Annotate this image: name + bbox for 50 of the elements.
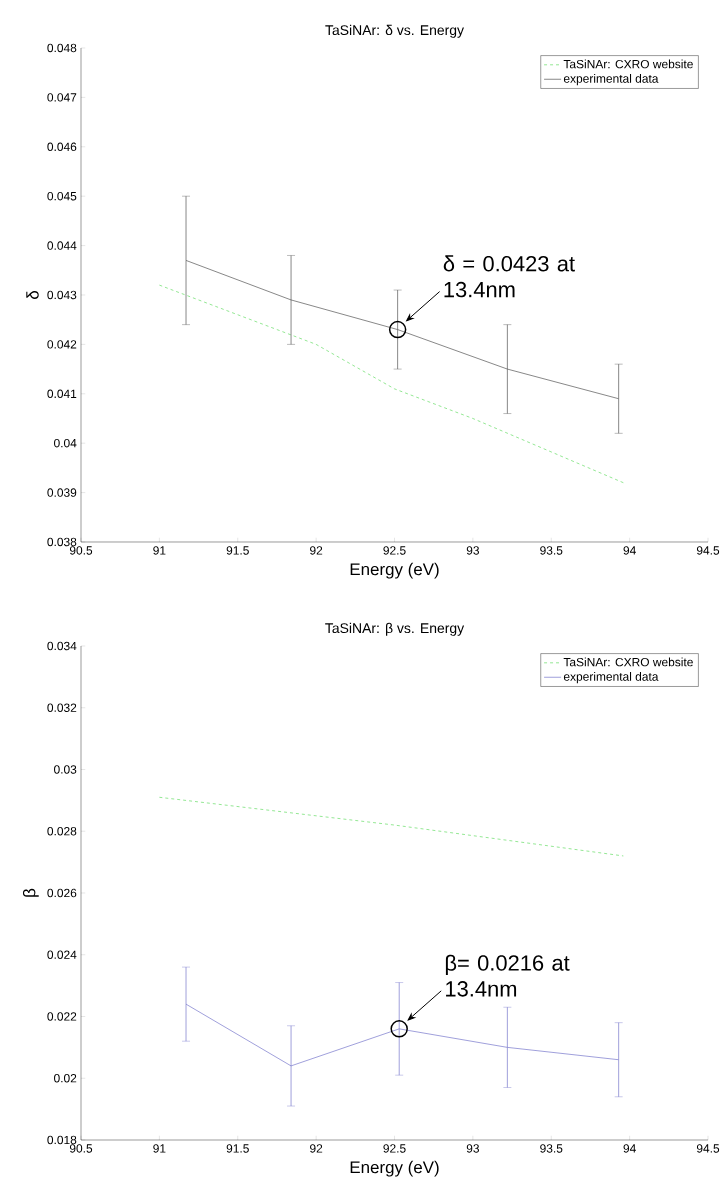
x-tick-label: 94.5 xyxy=(696,1144,720,1153)
y-tick-label: 0.041 xyxy=(47,389,77,399)
x-tick-label: 93.5 xyxy=(540,1144,563,1153)
legend-label: TaSiNAr: CXRO website xyxy=(563,59,693,69)
x-tick-label: 92.5 xyxy=(383,546,406,555)
annotation: β= 0.0216 at 13.4nm xyxy=(445,954,570,997)
y-axis-title: δ xyxy=(26,291,39,299)
y-axis-title: β xyxy=(22,888,39,897)
chart-title: TaSiNAr: δ vs. Energy xyxy=(325,24,464,38)
y-tick-label: 0.03 xyxy=(54,765,77,774)
x-tick-label: 94 xyxy=(623,1144,636,1153)
x-tick-label: 93.5 xyxy=(540,546,563,555)
y-tick-label: 0.039 xyxy=(47,488,77,497)
y-tick-label: 0.038 xyxy=(47,537,77,547)
annotation: δ = 0.0423 at 13.4nm xyxy=(443,255,575,298)
y-tick-label: 0.028 xyxy=(47,827,77,836)
x-tick-label: 92 xyxy=(310,546,323,555)
y-tick-label: 0.034 xyxy=(47,641,77,651)
x-tick-label: 93 xyxy=(466,546,479,555)
chart-title: TaSiNAr: β vs. Energy xyxy=(325,622,465,636)
x-tick-label: 94 xyxy=(623,546,636,555)
x-tick-label: 90.5 xyxy=(69,546,93,555)
y-tick-label: 0.045 xyxy=(47,191,77,201)
x-tick-label: 94.5 xyxy=(696,546,720,555)
y-tick-label: 0.043 xyxy=(47,290,77,300)
x-tick-label: 93 xyxy=(466,1144,479,1153)
y-tick-label: 0.042 xyxy=(47,340,77,349)
y-tick-label: 0.024 xyxy=(47,950,77,959)
x-tick-label: 91.5 xyxy=(226,1144,249,1153)
y-tick-label: 0.044 xyxy=(47,241,77,250)
y-tick-label: 0.02 xyxy=(54,1074,77,1083)
legend-label: experimental data xyxy=(563,672,659,684)
y-tick-label: 0.022 xyxy=(47,1012,77,1021)
x-tick-label: 92.5 xyxy=(383,1144,406,1153)
y-tick-label: 0.032 xyxy=(47,703,77,712)
x-tick-label: 91.5 xyxy=(226,546,249,555)
x-tick-label: 91 xyxy=(153,1144,166,1153)
y-tick-label: 0.048 xyxy=(47,43,77,53)
y-tick-label: 0.047 xyxy=(47,93,77,102)
y-tick-label: 0.046 xyxy=(47,142,77,152)
x-tick-label: 90.5 xyxy=(69,1144,93,1153)
y-tick-label: 0.026 xyxy=(47,888,77,898)
x-tick-label: 92 xyxy=(310,1144,323,1153)
x-axis-title: Energy (eV) xyxy=(350,1160,439,1177)
y-tick-label: 0.04 xyxy=(54,438,77,448)
legend-label: experimental data xyxy=(563,74,659,86)
x-axis-title: Energy (eV) xyxy=(350,562,439,579)
y-tick-label: 0.018 xyxy=(47,1135,77,1145)
x-tick-label: 91 xyxy=(153,546,166,555)
legend-label: TaSiNAr: CXRO website xyxy=(563,657,693,667)
